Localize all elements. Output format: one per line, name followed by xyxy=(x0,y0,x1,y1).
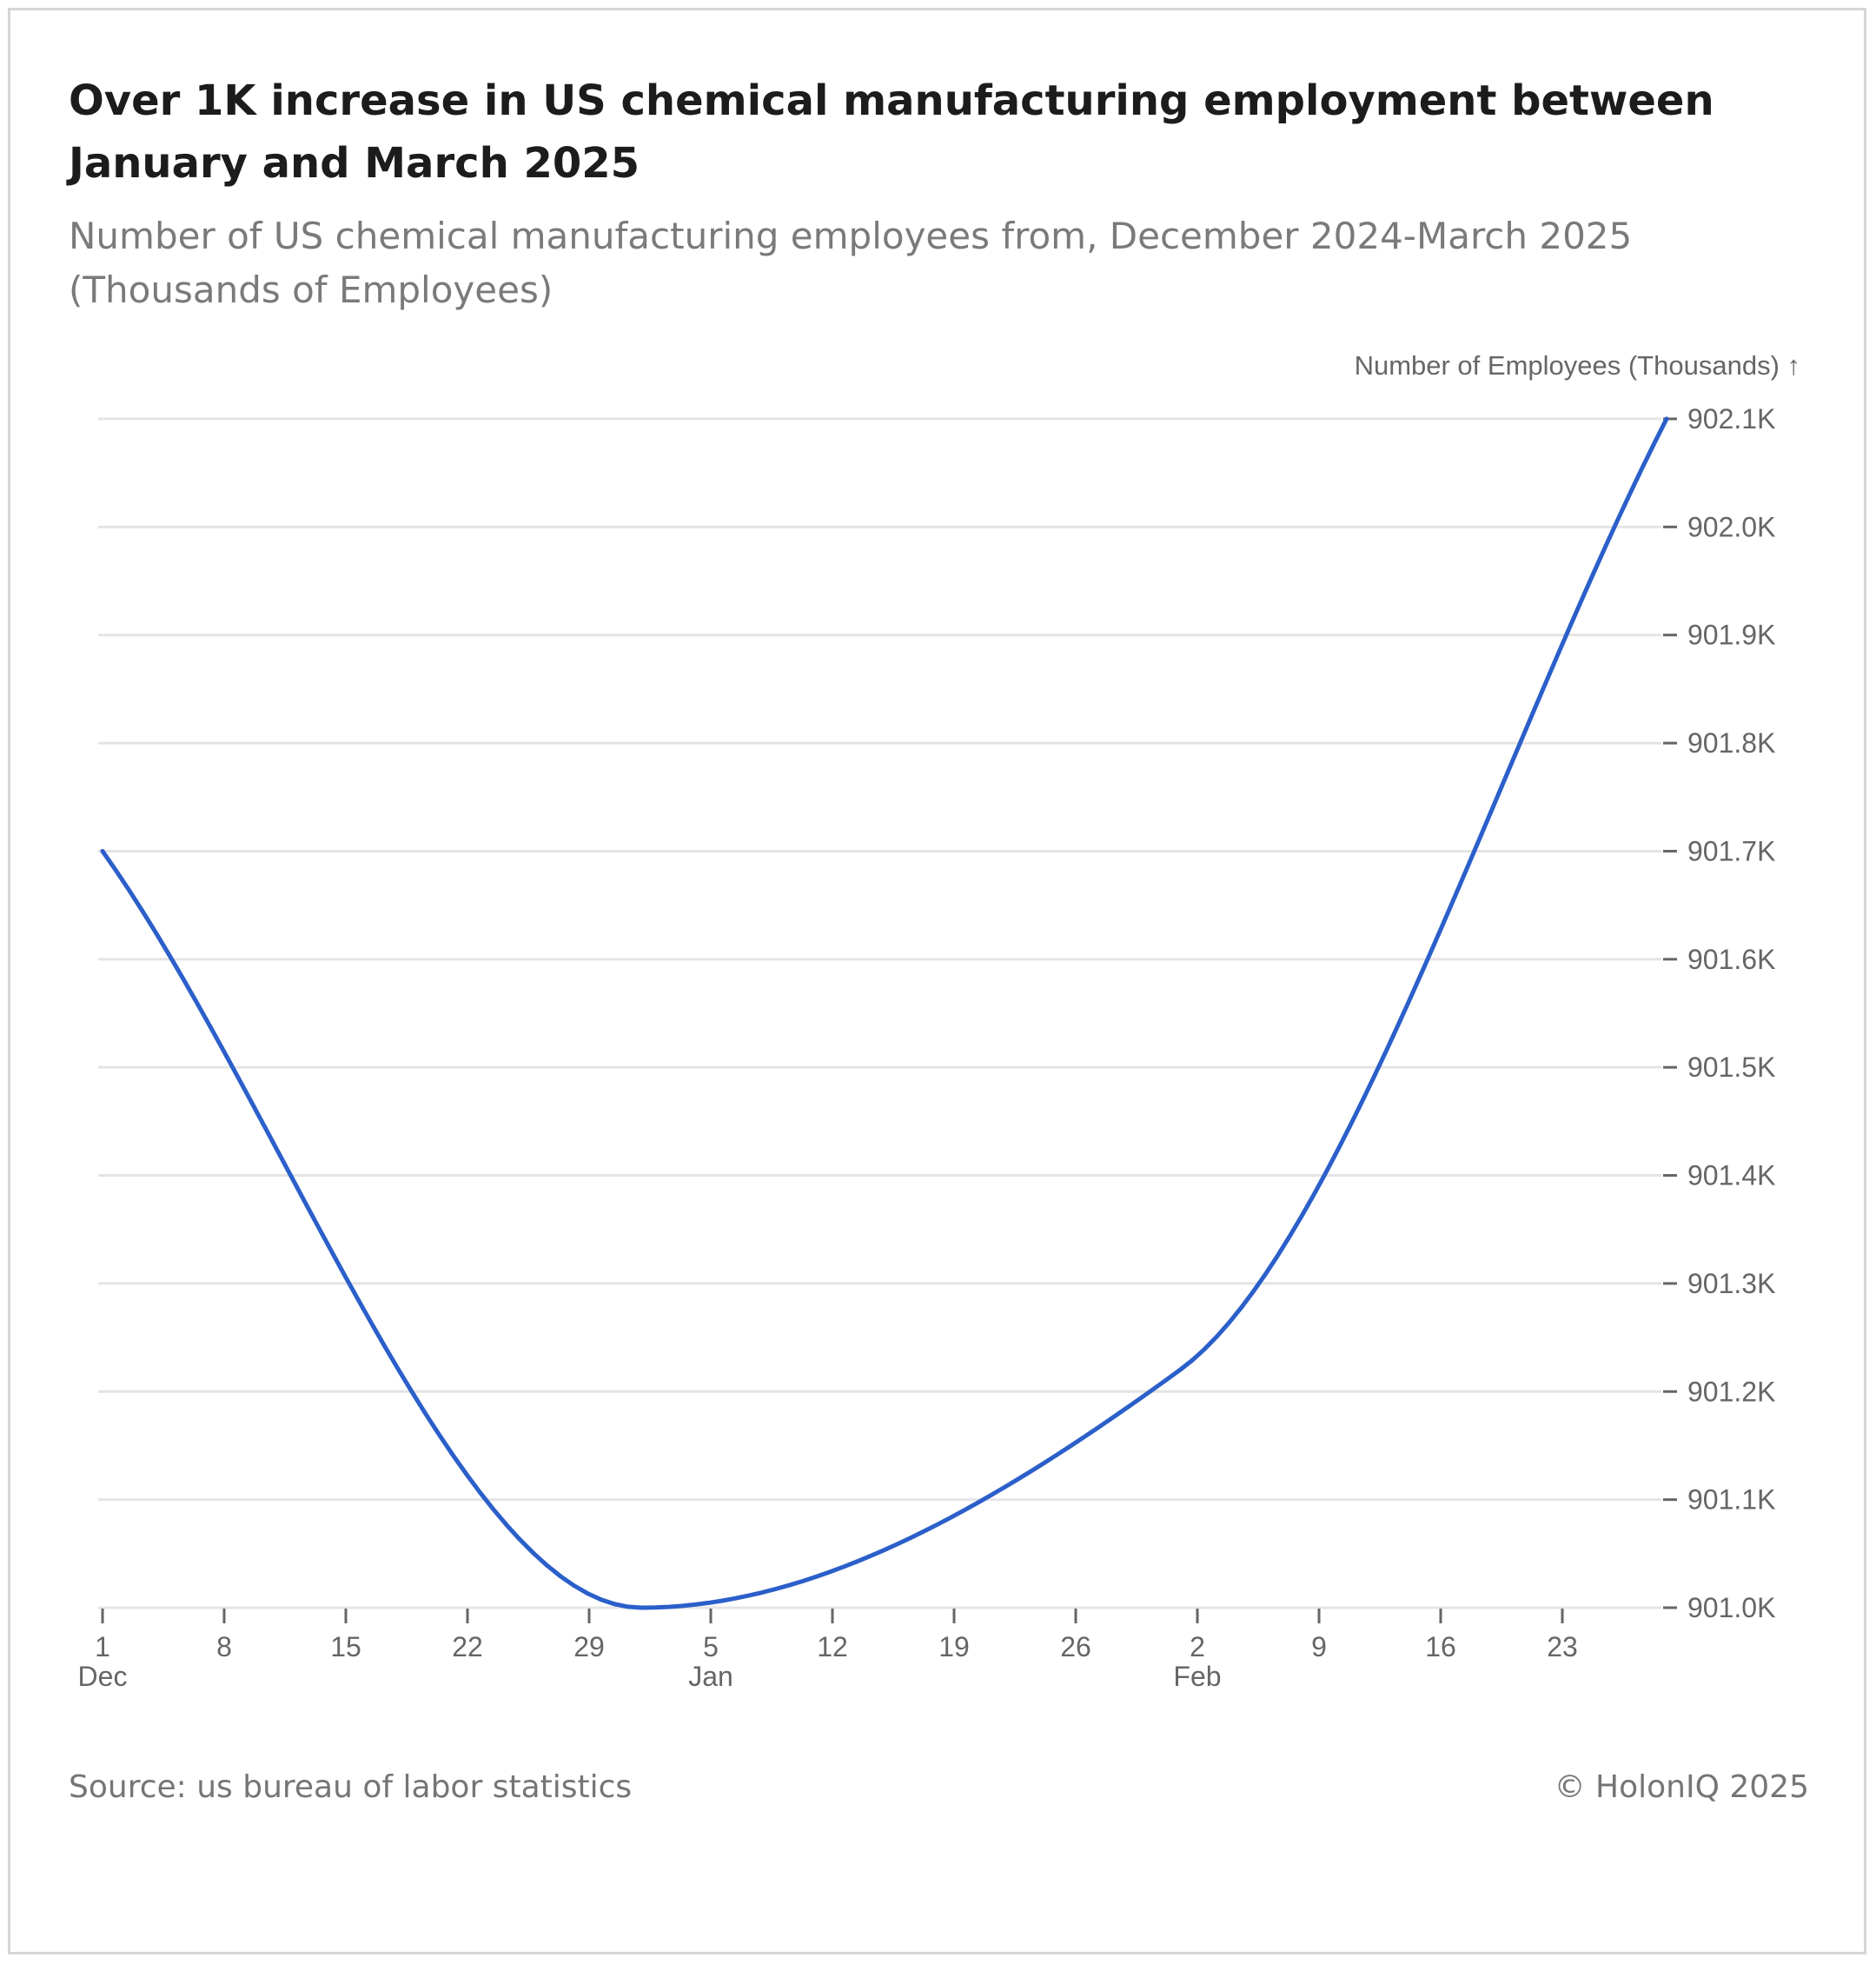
chart-title: Over 1K increase in US chemical manufact… xyxy=(69,76,1714,188)
y-tick-label: 902.0K xyxy=(1687,511,1775,542)
y-tick-label: 901.4K xyxy=(1687,1160,1775,1191)
x-tick-label: 29 xyxy=(573,1631,605,1662)
y-tick-label: 901.1K xyxy=(1687,1484,1775,1516)
x-tick-label: 16 xyxy=(1425,1631,1456,1662)
data-point xyxy=(639,1605,644,1610)
x-tick-month-label: Jan xyxy=(688,1661,733,1692)
x-tick-month-label: Dec xyxy=(78,1661,128,1692)
y-tick-label: 901.8K xyxy=(1687,727,1775,759)
chart-subtitle: Number of US chemical manufacturing empl… xyxy=(69,215,1633,311)
x-tick-label: 8 xyxy=(216,1631,232,1662)
series-line xyxy=(100,416,1669,1610)
chart-card xyxy=(8,8,1866,1954)
y-tick-label: 901.2K xyxy=(1687,1376,1775,1407)
x-tick-label: 26 xyxy=(1060,1631,1091,1662)
x-tick-label: 9 xyxy=(1311,1631,1327,1662)
y-tick-label: 901.0K xyxy=(1687,1592,1775,1623)
gridlines xyxy=(98,417,1661,1609)
y-tick-label: 901.9K xyxy=(1687,620,1775,651)
series-layer xyxy=(100,416,1669,1610)
x-tick-label: 19 xyxy=(938,1631,970,1662)
x-tick-month-label: Feb xyxy=(1173,1661,1221,1692)
y-axis-title: Number of Employees (Thousands) ↑ xyxy=(1355,350,1800,381)
x-tick-label: 12 xyxy=(817,1631,848,1662)
source-note: Source: us bureau of labor statistics xyxy=(69,1769,633,1805)
x-tick-label: 23 xyxy=(1547,1631,1578,1662)
x-tick-label: 22 xyxy=(452,1631,483,1662)
y-tick-label: 901.6K xyxy=(1687,944,1775,975)
y-tick-label: 902.1K xyxy=(1687,403,1775,435)
copyright-note: © HolonIQ 2025 xyxy=(1554,1769,1809,1805)
y-axis: 901.0K 901.1K 901.2K 901.3K 901.4K 901.5K 901.… xyxy=(1663,403,1775,1623)
x-tick-label: 2 xyxy=(1190,1631,1205,1662)
x-tick-label: 15 xyxy=(330,1631,361,1662)
data-point xyxy=(100,848,105,853)
y-tick-label: 901.3K xyxy=(1687,1268,1775,1299)
x-tick-label: 1 xyxy=(95,1631,110,1662)
data-point xyxy=(1664,416,1669,421)
y-tick-label: 901.7K xyxy=(1687,835,1775,866)
y-tick-label: 901.5K xyxy=(1687,1052,1775,1083)
data-point xyxy=(1177,1367,1183,1372)
x-tick-label: 5 xyxy=(703,1631,719,1662)
